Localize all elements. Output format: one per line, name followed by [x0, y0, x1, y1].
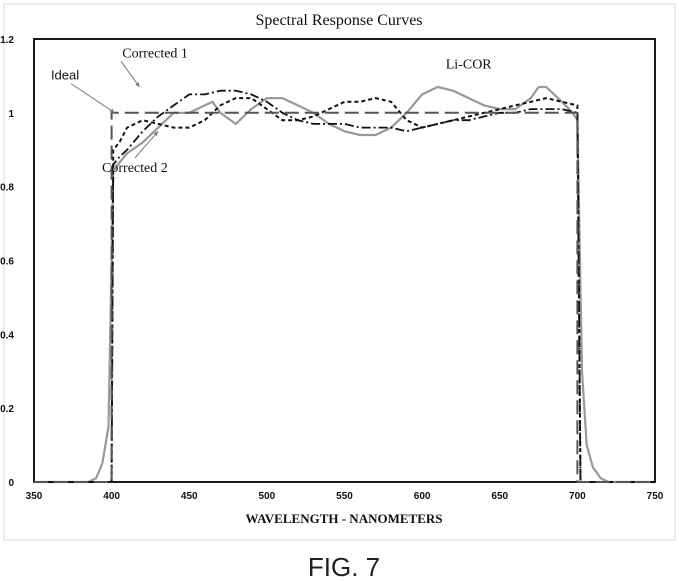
y-axis-ticks: 0 0.2 0.4 0.6 0.8 1 1.2	[0, 35, 14, 489]
x-tick-label-3: 500	[259, 491, 276, 502]
series-line-ideal	[34, 111, 655, 483]
x-tick-label-1: 400	[103, 491, 120, 502]
series-line-corrected-2	[34, 97, 655, 483]
x-axis-label: WAVELENGTH - NANOMETERS	[246, 511, 443, 526]
y-tick-label-2: 0.4	[0, 330, 14, 341]
x-tick-label-7: 700	[569, 491, 586, 502]
annotation-arrowhead-ideal	[109, 108, 115, 113]
annotation-arrow-ideal	[70, 83, 116, 114]
x-tick-label-5: 600	[414, 491, 431, 502]
figure-label: FIG. 7	[308, 552, 380, 582]
x-tick-label-2: 450	[181, 491, 198, 502]
series-line-li-cor	[34, 85, 655, 484]
y-tick-label-0: 0	[8, 478, 14, 489]
x-axis-ticks: 350 400 450 500 550 600 650 700 750	[26, 491, 664, 502]
annotation-corrected-1: Corrected 1	[122, 46, 188, 61]
figure-border	[3, 3, 676, 541]
series-layer	[34, 85, 655, 484]
annotations-layer: Ideal Corrected 1 Corrected 2 Li-COR	[51, 46, 492, 175]
y-tick-label-5: 1	[8, 109, 14, 120]
annotation-arrow-corrected-1	[120, 61, 140, 88]
annotation-li-cor: Li-COR	[446, 58, 493, 73]
y-tick-label-4: 0.8	[0, 183, 14, 194]
x-tick-label-0: 350	[26, 491, 43, 502]
y-tick-label-6: 1.2	[0, 35, 14, 46]
chart-title: Spectral Response Curves	[255, 12, 422, 29]
annotation-arrow-corrected-2	[134, 130, 159, 159]
annotation-arrowhead-corrected-1	[135, 82, 140, 87]
y-tick-label-1: 0.2	[0, 404, 14, 415]
plot-area	[33, 38, 656, 483]
x-tick-label-8: 750	[647, 491, 664, 502]
annotation-ideal: Ideal	[51, 68, 79, 83]
annotation-arrowhead-corrected-2	[153, 131, 159, 137]
x-tick-label-6: 650	[491, 491, 508, 502]
x-tick-label-4: 550	[336, 491, 353, 502]
series-line-corrected-1	[34, 89, 655, 483]
y-tick-label-3: 0.6	[0, 257, 14, 268]
annotation-corrected-2: Corrected 2	[102, 161, 168, 176]
